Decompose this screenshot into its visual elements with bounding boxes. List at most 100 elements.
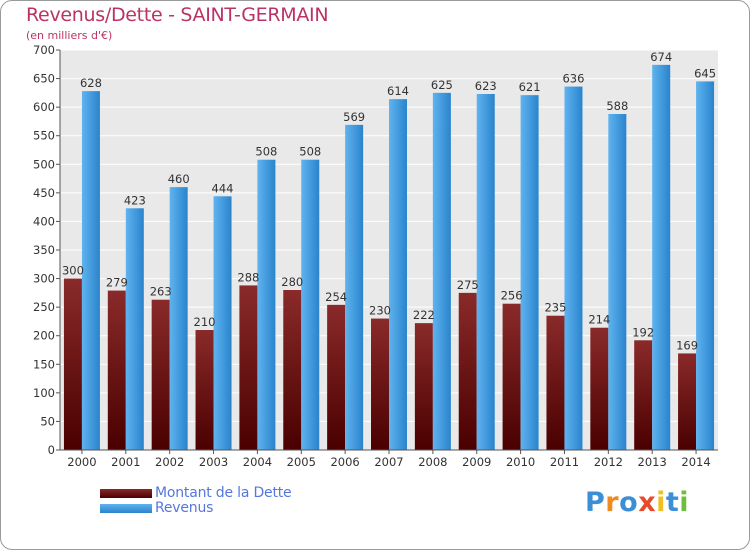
bar-dette (283, 290, 302, 450)
data-label-dette: 263 (150, 285, 172, 299)
data-label-revenus: 508 (299, 145, 321, 159)
x-tick-label: 2014 (681, 455, 710, 469)
bar-revenus (608, 114, 627, 450)
y-tick-label: 450 (33, 186, 55, 200)
y-tick-label: 150 (33, 357, 55, 371)
bar-revenus (564, 86, 583, 451)
data-label-dette: 222 (413, 308, 435, 322)
x-tick-label: 2013 (638, 455, 667, 469)
data-label-dette: 169 (676, 338, 698, 352)
logo-letter: i (679, 487, 690, 518)
proxiti-logo: Proxiti (585, 487, 689, 518)
legend-label-debt: Montant de la Dette (155, 485, 292, 501)
bar-revenus (213, 196, 232, 450)
x-tick-label: 2001 (111, 455, 140, 469)
data-label-revenus: 569 (343, 110, 365, 124)
bars (63, 64, 715, 451)
x-tick-label: 2009 (462, 455, 491, 469)
bar-dette (63, 278, 82, 450)
data-label-revenus: 625 (431, 78, 453, 92)
bar-dette (195, 330, 214, 450)
data-label-dette: 280 (281, 275, 303, 289)
logo-letter: i (656, 487, 666, 518)
data-label-dette: 210 (194, 315, 216, 329)
data-label-revenus: 614 (387, 84, 409, 98)
x-tick-label: 2008 (418, 455, 447, 469)
logo-letter: t (665, 487, 680, 518)
y-tick-label: 250 (33, 300, 55, 314)
legend-swatch-revenus (100, 504, 152, 513)
data-label-revenus: 460 (168, 172, 190, 186)
y-tick-label: 350 (33, 243, 55, 257)
chart-title: Revenus/Dette - SAINT-GERMAIN (26, 4, 329, 26)
data-label-dette: 192 (632, 325, 654, 339)
data-label-dette: 214 (588, 313, 610, 327)
bar-dette (151, 299, 170, 450)
data-label-dette: 275 (457, 278, 479, 292)
bar-revenus (81, 91, 100, 451)
legend-swatch-debt (100, 489, 152, 498)
bar-dette (678, 353, 697, 450)
y-tick-label: 650 (33, 72, 55, 86)
bar-revenus (696, 81, 715, 450)
data-label-dette: 288 (237, 270, 259, 284)
data-labels: 300 628 279 423 263 460 210 444 288 508 280 508 254 5… (62, 50, 716, 353)
data-label-revenus: 645 (694, 66, 716, 80)
bar-dette (590, 327, 609, 450)
bar-dette (546, 315, 565, 450)
bar-dette (371, 318, 389, 450)
chart-subtitle: (en milliers d'€) (26, 29, 113, 42)
data-label-revenus: 674 (650, 50, 672, 64)
bar-dette (502, 303, 521, 450)
bar-revenus (652, 64, 671, 450)
y-tick-label: 600 (33, 100, 55, 114)
data-label-dette: 254 (325, 290, 347, 304)
logo-letter: o (619, 487, 639, 518)
data-label-dette: 300 (62, 264, 84, 278)
x-tick-label: 2002 (155, 455, 184, 469)
bar-dette (327, 304, 346, 450)
y-tick-label: 300 (33, 272, 55, 286)
data-label-revenus: 628 (80, 76, 102, 90)
x-tick-label: 2007 (374, 455, 403, 469)
bar-dette (414, 323, 433, 450)
x-tick-label: 2003 (199, 455, 228, 469)
data-label-revenus: 636 (562, 72, 584, 86)
bar-revenus (389, 99, 407, 451)
y-tick-label: 700 (33, 43, 55, 57)
data-label-revenus: 423 (124, 193, 146, 207)
x-tick-label: 2005 (287, 455, 316, 469)
data-label-revenus: 508 (255, 145, 277, 159)
y-tick-label: 100 (33, 386, 55, 400)
bar-revenus (476, 94, 495, 450)
x-tick-label: 2006 (330, 455, 359, 469)
y-tick-label: 500 (33, 157, 55, 171)
axes: 0 50 100 150 200 250 300 350 400 450 500 550 600 650 7… (33, 43, 718, 469)
bar-dette (458, 292, 477, 450)
data-label-revenus: 588 (606, 99, 628, 113)
bar-revenus (125, 208, 144, 450)
y-tick-label: 400 (33, 214, 55, 228)
bar-revenus (345, 124, 364, 450)
bar-revenus (432, 92, 451, 450)
logo-letter: P (585, 487, 606, 518)
bar-dette (634, 340, 653, 450)
data-label-dette: 256 (501, 289, 523, 303)
y-tick-label: 200 (33, 329, 55, 343)
bar-revenus (520, 95, 539, 451)
data-label-revenus: 623 (475, 79, 497, 93)
x-tick-label: 2010 (506, 455, 535, 469)
data-label-revenus: 621 (519, 80, 541, 94)
bar-revenus (301, 159, 320, 450)
bar-dette (239, 285, 258, 450)
x-tick-label: 2012 (594, 455, 623, 469)
data-label-dette: 235 (544, 301, 566, 315)
logo-letter: x (638, 487, 657, 518)
y-tick-label: 550 (33, 129, 55, 143)
x-tick-label: 2011 (550, 455, 579, 469)
logo-letter: r (605, 487, 620, 518)
x-tick-label: 2004 (243, 455, 272, 469)
y-tick-label: 0 (48, 443, 55, 457)
data-label-revenus: 444 (212, 181, 234, 195)
